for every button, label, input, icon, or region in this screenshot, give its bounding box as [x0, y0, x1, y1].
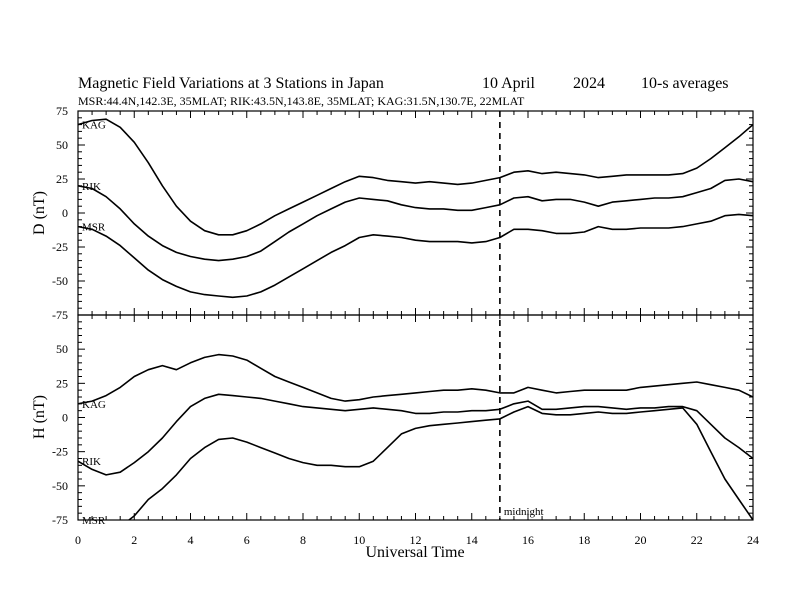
d-series-label-kag: KAG: [82, 120, 106, 132]
x-tick-label: 16: [522, 533, 534, 547]
h-ytick-label: 25: [56, 376, 68, 390]
midnight-label: midnight: [504, 506, 544, 518]
h-ytick-label: -75: [52, 513, 68, 527]
d-series-msr: [78, 213, 753, 299]
chart-year: 2024: [573, 75, 605, 92]
x-tick-label: 10: [353, 533, 365, 547]
x-tick-label: 20: [635, 533, 647, 547]
chart-title: Magnetic Field Variations at 3 Stations …: [78, 75, 384, 92]
h-series-kag: [78, 353, 753, 405]
d-ytick-label: -50: [52, 274, 68, 288]
x-tick-label: 18: [578, 533, 590, 547]
h-ytick-label: -25: [52, 445, 68, 459]
x-tick-label: 0: [75, 533, 81, 547]
d-series-kag: [78, 118, 753, 236]
h-series-label-rik: RIK: [82, 456, 101, 468]
d-panel-frame: [77, 110, 754, 316]
x-tick-label: 8: [300, 533, 306, 547]
chart-date: 10 April: [482, 75, 535, 92]
d-series-rik: [78, 178, 753, 262]
d-ytick-label: -75: [52, 308, 68, 322]
h-panel-ylabel: H (nT): [31, 395, 48, 439]
x-tick-label: 6: [244, 533, 250, 547]
x-tick-label: 22: [691, 533, 703, 547]
h-ytick-label: 0: [62, 411, 68, 425]
h-series-msr: [78, 405, 753, 520]
d-ytick-label: 25: [56, 172, 68, 186]
d-ytick-label: 50: [56, 138, 68, 152]
d-ytick-label: -25: [52, 240, 68, 254]
x-tick-label: 2: [131, 533, 137, 547]
d-series-label-rik: RIK: [82, 181, 101, 193]
h-series-label-msr: MSR: [82, 515, 106, 527]
d-series-label-msr: MSR: [82, 222, 106, 234]
chart-averaging: 10-s averages: [641, 75, 729, 92]
x-tick-label: 14: [466, 533, 478, 547]
h-ytick-label: 50: [56, 342, 68, 356]
h-series-label-kag: KAG: [82, 399, 106, 411]
h-series-group: [78, 353, 753, 520]
station-subtitle: MSR:44.4N,142.3E, 35MLAT; RIK:43.5N,143.…: [78, 94, 525, 108]
h-series-rik: [78, 393, 753, 476]
d-series-group: [78, 118, 753, 299]
d-ytick-label: 75: [56, 104, 68, 118]
x-tick-label: 24: [747, 533, 759, 547]
x-tick-label: 4: [188, 533, 194, 547]
x-tick-label: 12: [410, 533, 422, 547]
d-panel-ylabel: D (nT): [31, 191, 48, 235]
x-axis-label: Universal Time: [365, 544, 464, 561]
h-ytick-label: -50: [52, 479, 68, 493]
d-ytick-label: 0: [62, 206, 68, 220]
